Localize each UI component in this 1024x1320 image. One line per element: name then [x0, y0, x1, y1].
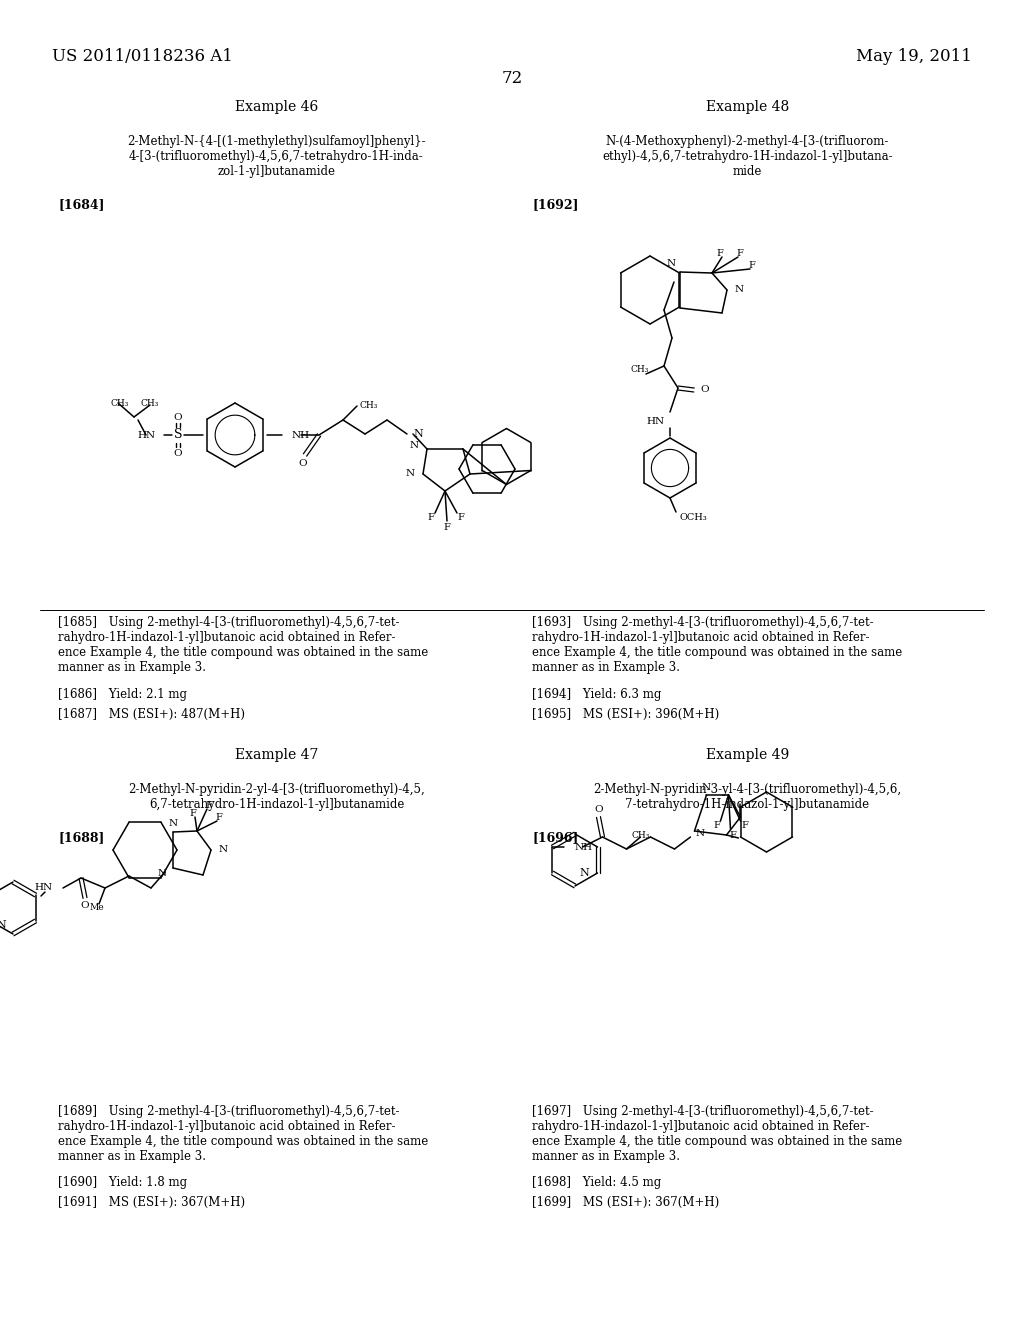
Text: O: O — [700, 385, 709, 395]
Text: F: F — [749, 260, 756, 269]
Text: CH₃: CH₃ — [631, 830, 649, 840]
Text: F: F — [443, 523, 451, 532]
Text: N: N — [580, 869, 590, 878]
Text: [1684]: [1684] — [58, 198, 104, 211]
Text: [1691] MS (ESI+): 367(M+H): [1691] MS (ESI+): 367(M+H) — [58, 1196, 246, 1209]
Text: [1686] Yield: 2.1 mg: [1686] Yield: 2.1 mg — [58, 688, 187, 701]
Text: Me: Me — [90, 903, 104, 912]
Text: F: F — [741, 821, 748, 829]
Text: N: N — [695, 829, 705, 838]
Text: N: N — [168, 820, 177, 829]
Text: S: S — [174, 429, 182, 441]
Text: May 19, 2011: May 19, 2011 — [856, 48, 972, 65]
Text: F: F — [189, 808, 197, 817]
Text: O: O — [174, 412, 182, 421]
Text: F: F — [713, 821, 720, 829]
Text: F: F — [729, 830, 736, 840]
Text: O: O — [299, 458, 307, 467]
Text: [1694] Yield: 6.3 mg: [1694] Yield: 6.3 mg — [532, 688, 662, 701]
Text: US 2011/0118236 A1: US 2011/0118236 A1 — [52, 48, 232, 65]
Text: O: O — [594, 804, 603, 813]
Text: [1699] MS (ESI+): 367(M+H): [1699] MS (ESI+): 367(M+H) — [532, 1196, 720, 1209]
Text: HN: HN — [647, 417, 665, 426]
Text: N: N — [158, 870, 167, 879]
Text: N: N — [667, 260, 676, 268]
Text: [1685] Using 2-methyl-4-[3-(trifluoromethyl)-4,5,6,7-tet-
rahydro-1H-indazol-1-y: [1685] Using 2-methyl-4-[3-(trifluoromet… — [58, 616, 429, 675]
Text: [1690] Yield: 1.8 mg: [1690] Yield: 1.8 mg — [58, 1176, 187, 1189]
Text: [1698] Yield: 4.5 mg: [1698] Yield: 4.5 mg — [532, 1176, 662, 1189]
Text: N: N — [735, 285, 744, 294]
Text: NH: NH — [292, 430, 310, 440]
Text: N: N — [219, 846, 228, 854]
Text: N: N — [413, 429, 423, 440]
Text: F: F — [458, 512, 465, 521]
Text: CH₃: CH₃ — [111, 399, 129, 408]
Text: Example 46: Example 46 — [234, 100, 318, 115]
Text: CH₃: CH₃ — [631, 366, 649, 375]
Text: [1696]: [1696] — [532, 832, 579, 845]
Text: HN: HN — [35, 883, 53, 892]
Text: [1695] MS (ESI+): 396(M+H): [1695] MS (ESI+): 396(M+H) — [532, 708, 720, 721]
Text: [1693] Using 2-methyl-4-[3-(trifluoromethyl)-4,5,6,7-tet-
rahydro-1H-indazol-1-y: [1693] Using 2-methyl-4-[3-(trifluoromet… — [532, 616, 903, 675]
Text: CH₃: CH₃ — [359, 401, 378, 411]
Text: [1692]: [1692] — [532, 198, 579, 211]
Text: [1697] Using 2-methyl-4-[3-(trifluoromethyl)-4,5,6,7-tet-
rahydro-1H-indazol-1-y: [1697] Using 2-methyl-4-[3-(trifluoromet… — [532, 1105, 903, 1163]
Text: CH₃: CH₃ — [141, 399, 159, 408]
Text: F: F — [216, 813, 222, 821]
Text: N-(4-Methoxyphenyl)-2-methyl-4-[3-(trifluorom-
ethyl)-4,5,6,7-tetrahydro-1H-inda: N-(4-Methoxyphenyl)-2-methyl-4-[3-(trifl… — [602, 135, 893, 178]
Text: HN: HN — [138, 430, 156, 440]
Text: [1687] MS (ESI+): 487(M+H): [1687] MS (ESI+): 487(M+H) — [58, 708, 246, 721]
Text: N: N — [406, 470, 415, 479]
Text: NH: NH — [574, 842, 593, 851]
Text: N: N — [701, 783, 711, 792]
Text: [1689] Using 2-methyl-4-[3-(trifluoromethyl)-4,5,6,7-tet-
rahydro-1H-indazol-1-y: [1689] Using 2-methyl-4-[3-(trifluoromet… — [58, 1105, 429, 1163]
Text: OCH₃: OCH₃ — [680, 513, 708, 523]
Text: 2-Methyl-N-{4-[(1-methylethyl)sulfamoyl]phenyl}-
4-[3-(trifluoromethyl)-4,5,6,7-: 2-Methyl-N-{4-[(1-methylethyl)sulfamoyl]… — [127, 135, 426, 178]
Text: F: F — [428, 512, 434, 521]
Text: 72: 72 — [502, 70, 522, 87]
Text: Example 49: Example 49 — [706, 748, 790, 763]
Text: Example 48: Example 48 — [706, 100, 790, 115]
Text: N: N — [410, 441, 419, 450]
Text: F: F — [717, 248, 723, 257]
Text: F: F — [736, 248, 743, 257]
Text: N: N — [0, 920, 6, 931]
Text: 2-Methyl-N-pyridin-3-yl-4-[3-(trifluoromethyl)-4,5,6,
7-tetrahydro-1H-indazol-1-: 2-Methyl-N-pyridin-3-yl-4-[3-(trifluorom… — [594, 783, 901, 810]
Text: Example 47: Example 47 — [234, 748, 318, 763]
Text: [1688]: [1688] — [58, 832, 104, 845]
Text: F: F — [206, 800, 212, 809]
Text: 2-Methyl-N-pyridin-2-yl-4-[3-(trifluoromethyl)-4,5,
6,7-tetrahydro-1H-indazol-1-: 2-Methyl-N-pyridin-2-yl-4-[3-(trifluorom… — [128, 783, 425, 810]
Text: O: O — [174, 449, 182, 458]
Text: O: O — [81, 902, 89, 911]
